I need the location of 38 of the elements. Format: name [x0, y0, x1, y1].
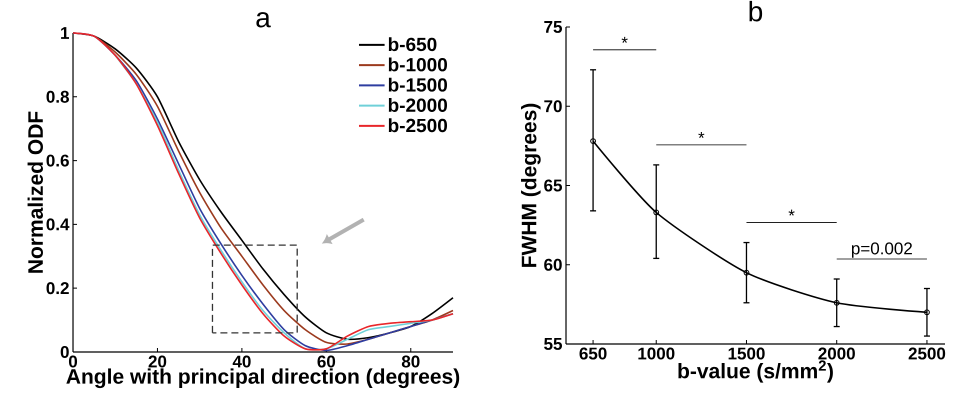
x-tick-label: 1500 — [728, 348, 765, 360]
chart-title: b — [750, 0, 762, 22]
legend-label: b-2000 — [388, 98, 448, 112]
x-tick-label: 40 — [232, 356, 251, 368]
y-tick-label: 65 — [544, 179, 562, 192]
legend-label: b-2500 — [388, 118, 448, 132]
point — [834, 300, 840, 306]
annotation: p=0.002 — [852, 242, 912, 258]
y-tick-label: 0.6 — [46, 154, 69, 167]
point — [744, 270, 750, 276]
x-tick-label: 2000 — [818, 348, 855, 360]
y-tick-label: 0.2 — [46, 282, 69, 294]
x-tick-label: 0 — [68, 356, 78, 368]
y-tick-label: 75 — [544, 21, 562, 33]
y-axis-title: FWHM (degrees) — [521, 104, 541, 267]
point — [653, 210, 660, 216]
x-tick-label: 2500 — [908, 348, 946, 360]
chart-title: a — [256, 12, 271, 28]
annotation: * — [788, 210, 795, 216]
x-axis-title: Angle with principal direction (degrees) — [66, 368, 460, 388]
y-axis-title: Normalized ODF — [28, 112, 43, 273]
x-tick-label: 60 — [318, 356, 336, 368]
legend-label: b-1000 — [388, 57, 448, 72]
y-tick-label: 1 — [61, 27, 70, 39]
x-tick-label: 20 — [148, 356, 166, 368]
y-tick-label: 55 — [544, 338, 562, 350]
x-tick-label: 80 — [402, 356, 420, 368]
y-tick-label: 70 — [544, 100, 562, 112]
x-axis-title: b-value (s/mm$^{2}$) — [678, 360, 833, 383]
y-tick-label: 60 — [544, 258, 562, 271]
legend-label: b-650 — [388, 37, 436, 52]
y-tick-label: 0.8 — [46, 90, 69, 103]
y-tick-label: 0.4 — [46, 218, 70, 230]
annotation: * — [622, 36, 628, 43]
x-tick-label: 650 — [580, 348, 607, 360]
x-tick-label: 1000 — [638, 348, 674, 360]
legend-label: b-1500 — [388, 78, 448, 92]
annotation: * — [698, 132, 704, 138]
